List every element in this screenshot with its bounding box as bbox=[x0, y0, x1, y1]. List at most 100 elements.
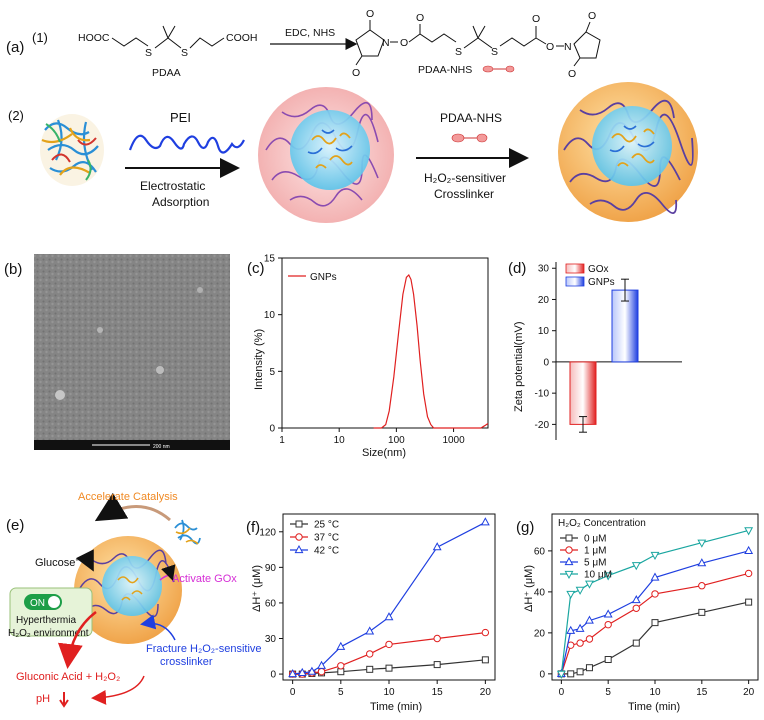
chart-g-ytick-label: 40 bbox=[534, 587, 546, 598]
chart-g-xtick-label: 0 bbox=[559, 687, 565, 698]
chart-f-data-point bbox=[297, 667, 307, 676]
chart-g-xtick-label: 10 bbox=[649, 687, 661, 698]
gluconic-acid-text: Gluconic Acid + H₂O₂ bbox=[16, 671, 120, 683]
chart-g-data-point bbox=[603, 572, 613, 581]
chart-g-axes: 0 5 10 15 20 0 20 40 60 bbox=[534, 546, 755, 698]
chart-f-legend-label: 37 °C bbox=[314, 533, 339, 544]
pdaa-nhs-structure: O O N O O S S O O N O O PDAA-N bbox=[352, 8, 601, 80]
panel-label-f: (f) bbox=[246, 519, 260, 536]
chart-g-legend-label: 0 μM bbox=[584, 534, 606, 545]
chart-g-data-point bbox=[745, 598, 753, 606]
chart-f-xtick-label: 10 bbox=[383, 687, 395, 698]
accelerate-catalysis-text: Accelerate Catalysis bbox=[78, 491, 178, 503]
gox-small-icon bbox=[174, 519, 201, 545]
chart-d-ytick-label: 0 bbox=[543, 357, 549, 368]
chart-f-data-point bbox=[481, 656, 489, 664]
ph-text: pH bbox=[36, 693, 50, 705]
scale-bar-text: 200 nm bbox=[153, 444, 170, 450]
oxygen-label: O bbox=[568, 68, 576, 80]
chart-c-ytick-label: 15 bbox=[264, 254, 276, 265]
chart-c-xtick-label: 10 bbox=[334, 435, 346, 446]
oxygen-label: O bbox=[352, 67, 360, 79]
pdaa-nhs-crosslinker-icon bbox=[482, 65, 515, 73]
chart-d-axes: -20 -10 0 10 20 30 bbox=[535, 264, 682, 431]
chart-c-ylabel: Intensity (%) bbox=[253, 329, 265, 390]
chart-f-data-point bbox=[337, 668, 345, 676]
chart-g-data-point bbox=[631, 562, 641, 571]
pdaa-nhs-text: PDAA-NHS bbox=[440, 111, 502, 125]
chart-c-ytick-label: 5 bbox=[269, 367, 275, 378]
toggle-knob bbox=[48, 596, 60, 608]
chart-f-data-point bbox=[480, 517, 490, 526]
chart-g-data-point bbox=[603, 609, 613, 618]
electrostatic-text: Electrostatic bbox=[140, 179, 205, 193]
glucose-text: Glucose bbox=[35, 557, 75, 569]
chart-d-legend-label-gox: GOx bbox=[588, 264, 609, 275]
chart-c-xlabel: Size(nm) bbox=[362, 447, 406, 459]
activate-gox-text: Activate GOx bbox=[172, 573, 237, 585]
chart-f-ylabel: ΔH⁺ (μM) bbox=[251, 565, 263, 612]
sulfur-label: S bbox=[181, 47, 188, 59]
chart-g-xtick-label: 5 bbox=[605, 687, 611, 698]
pei-polymer-icon bbox=[128, 134, 245, 154]
chart-g-data-point bbox=[604, 620, 612, 629]
chart-g-data-point bbox=[566, 625, 576, 634]
panel-label-g: (g) bbox=[516, 519, 534, 536]
chart-g-legend-label: 5 μM bbox=[584, 558, 606, 569]
chart-f-ytick-label: 120 bbox=[259, 527, 276, 538]
crosslinker-icon bbox=[451, 133, 488, 143]
fracture-text-1: Fracture H₂O₂-sensitive bbox=[146, 643, 262, 655]
chart-g-data-point bbox=[651, 590, 659, 598]
chart-f-data-point bbox=[366, 665, 374, 673]
chart-f-series bbox=[288, 517, 490, 678]
chart-g-legend-marker bbox=[564, 556, 574, 566]
chart-c-ytick-label: 0 bbox=[269, 424, 275, 435]
panel-label-a: (a) bbox=[6, 39, 24, 56]
chart-c-series-line bbox=[373, 273, 489, 429]
chart-d-ytick-label: 30 bbox=[538, 264, 550, 275]
chart-g-xlabel: Time (min) bbox=[628, 701, 680, 713]
fracture-text-2: crosslinker bbox=[160, 656, 213, 668]
chart-g-data-point bbox=[698, 582, 706, 590]
chart-panel-g: (g) 0 5 10 15 20 0 20 40 60 H₂O₂ Concentration 0… bbox=[516, 513, 759, 713]
chart-panel-d: (d) -20 -10 0 10 20 30 GOx GNPs Zeta potentia… bbox=[508, 260, 682, 440]
pei-gox-nanoparticle-icon bbox=[258, 87, 394, 223]
step-label-2: (2) bbox=[8, 108, 24, 123]
chart-f-data-point bbox=[432, 542, 442, 551]
h2o2-env-text: H₂O₂ environment bbox=[8, 628, 89, 639]
cooh-left-text: HOOC bbox=[78, 32, 110, 44]
chart-g-data-point bbox=[585, 580, 594, 589]
chart-f-xtick-label: 20 bbox=[480, 687, 492, 698]
chart-g-data-point bbox=[744, 527, 754, 536]
chart-g-data-point bbox=[651, 619, 659, 627]
chart-f-xtick-label: 5 bbox=[338, 687, 344, 698]
chart-f-data-point bbox=[365, 626, 375, 635]
on-toggle-label: ON bbox=[30, 598, 45, 609]
chart-g-data-point bbox=[697, 539, 707, 548]
chart-f-legend-marker bbox=[294, 544, 304, 554]
chart-f-data-point bbox=[385, 640, 393, 649]
chart-f-data-point bbox=[433, 661, 441, 669]
chart-g-legend-title: H₂O₂ Concentration bbox=[558, 518, 646, 529]
chart-d-bar-gnps bbox=[611, 289, 639, 363]
chart-d-ytick-label: -20 bbox=[535, 420, 550, 431]
chart-d-bar-gox bbox=[569, 361, 597, 425]
crosslinker-text-2: Crosslinker bbox=[434, 187, 494, 201]
nitrogen-label: N bbox=[382, 37, 390, 49]
sulfur-label: S bbox=[491, 46, 498, 58]
chart-f-legend-label: 42 °C bbox=[314, 546, 339, 557]
catalysis-arrow bbox=[94, 492, 171, 522]
chart-g-data-point bbox=[576, 639, 584, 647]
chart-f-data-point bbox=[366, 650, 374, 658]
chart-g-data-point bbox=[631, 595, 641, 604]
oxygen-label: O bbox=[400, 37, 408, 49]
oxygen-label: O bbox=[546, 41, 554, 53]
chart-g-data-point bbox=[744, 569, 753, 578]
pei-label: PEI bbox=[170, 110, 191, 125]
chart-g-ytick-label: 60 bbox=[534, 546, 546, 557]
chart-g-data-point bbox=[567, 670, 575, 678]
adsorption-text: Adsorption bbox=[152, 195, 209, 209]
chart-g-data-point bbox=[575, 586, 585, 595]
